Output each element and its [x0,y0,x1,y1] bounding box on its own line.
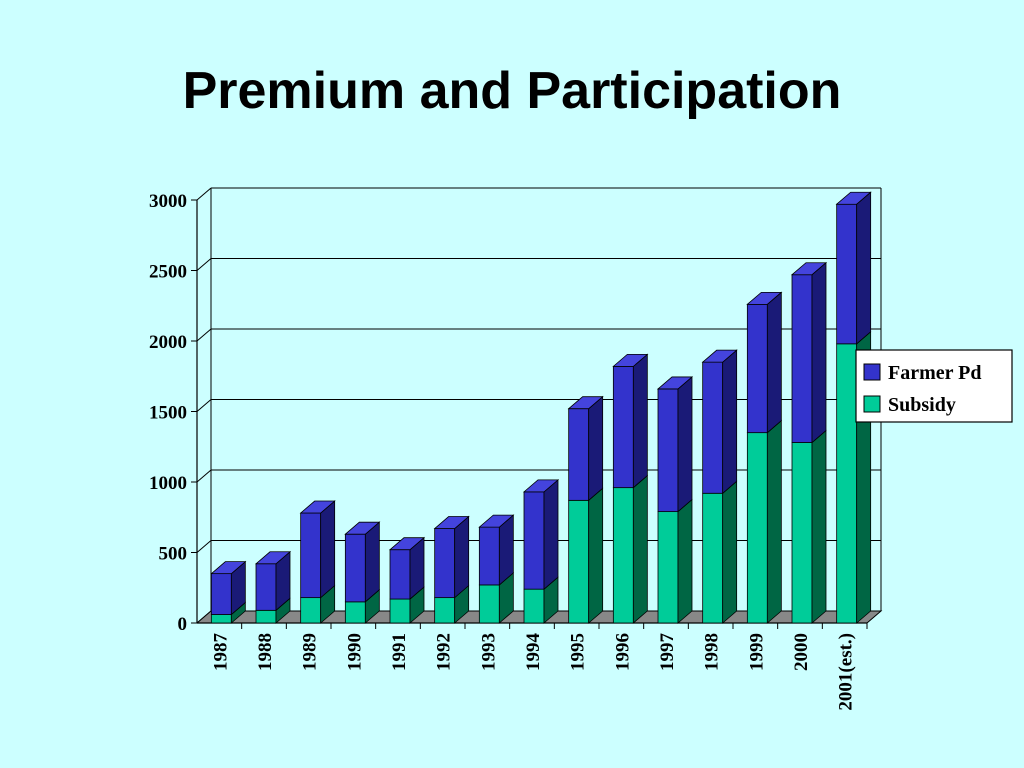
bar-side-subsidy [766,419,782,624]
bar-subsidy [568,499,590,624]
bar-side-subsidy [677,498,693,624]
legend-label: Subsidy [888,394,956,416]
x-tick-label: 1990 [344,633,365,671]
bar-side-subsidy [811,429,827,624]
x-tick-label: 1988 [255,633,276,671]
bar-subsidy [478,584,500,624]
bar-subsidy [746,432,768,624]
x-tick-label: 2001(est.) [836,633,857,711]
bar-top-farmer-pd [522,479,560,493]
bar-farmer-pd [746,303,768,434]
bar-subsidy [210,614,232,624]
gridline-depth [196,540,212,553]
bar-subsidy [702,492,724,624]
bar-top-farmer-pd [656,376,694,390]
x-tick-label: 1996 [612,633,633,671]
bar-side-farmer-pd [677,376,693,513]
bar-top-farmer-pd [790,262,828,276]
bar-farmer-pd [210,573,232,615]
legend-box [855,349,1013,423]
bar-subsidy [523,588,545,624]
y-tick-label: 2000 [149,332,187,353]
y-tick-label: 0 [178,614,188,635]
legend-swatch [863,395,881,413]
bar-farmer-pd [702,361,724,494]
bar-top-farmer-pd [478,514,515,528]
gridline-depth [196,399,212,412]
x-tick-label: 1994 [523,633,544,672]
bar-farmer-pd [612,365,634,489]
bar-side-farmer-pd [320,500,336,599]
bar-subsidy [836,343,858,624]
bar-top-farmer-pd [835,191,872,205]
bar-farmer-pd [657,388,679,513]
bar-top-farmer-pd [701,349,738,363]
x-tick-label: 1998 [702,633,723,671]
bar-side-farmer-pd [632,353,648,489]
bar-farmer-pd [568,408,590,501]
bar-subsidy [791,442,813,624]
x-tick-label: 1987 [210,633,231,672]
bar-side-subsidy [722,480,738,624]
y-tick-label: 500 [159,544,188,565]
bar-top-farmer-pd [746,291,783,305]
x-tick-label: 1993 [478,633,499,671]
bar-top-farmer-pd [254,551,292,565]
chart-title: Premium and Participation [182,62,842,120]
bar-top-farmer-pd [299,500,336,514]
bar-farmer-pd [791,274,813,443]
y-tick-label: 2500 [149,262,187,283]
bar-farmer-pd [478,526,500,586]
legend-label: Farmer Pd [888,362,982,384]
bar-subsidy [255,609,277,624]
bar-side-farmer-pd [543,479,559,591]
x-tick-label: 1997 [657,633,678,672]
bar-side-farmer-pd [722,349,738,495]
y-tick-label: 1000 [149,473,187,494]
bar-farmer-pd [434,528,456,599]
bar-farmer-pd [523,491,545,590]
bar-subsidy [344,601,366,624]
x-tick-label: 1992 [434,633,455,671]
gridline-depth [196,328,212,342]
bar-top-farmer-pd [388,537,426,551]
bar-subsidy [434,597,456,624]
bar-subsidy [657,511,679,624]
x-tick-label: 1991 [389,633,410,671]
gridline-depth [196,187,212,201]
bar-side-farmer-pd [364,521,380,603]
bar-subsidy [300,597,322,624]
bar-top-farmer-pd [210,561,247,575]
gridline-depth [196,258,212,271]
bar-top-farmer-pd [344,521,381,535]
bar-top-farmer-pd [612,353,649,367]
bar-side-farmer-pd [811,261,827,444]
y-tick-label: 3000 [149,191,187,212]
x-tick-label: 1995 [568,633,589,671]
y-tick-label: 1500 [149,403,187,424]
bar-farmer-pd [255,563,277,611]
x-tick-label: 2000 [791,633,812,671]
bar-top-farmer-pd [433,516,470,529]
bar-subsidy [389,598,411,624]
bar-side-subsidy [632,474,648,624]
bar-side-farmer-pd [454,515,470,599]
bar-side-farmer-pd [588,395,604,502]
x-tick-label: 1989 [300,633,321,671]
bar-farmer-pd [389,549,411,600]
bar-side-farmer-pd [856,191,872,345]
bar-farmer-pd [344,533,366,603]
x-tick-label: 1999 [746,633,767,671]
gridline-depth [196,469,212,483]
bar-side-farmer-pd [766,291,782,434]
legend-swatch [863,363,881,381]
bar-subsidy [612,487,634,624]
bar-top-farmer-pd [567,396,604,410]
bar-farmer-pd [836,203,858,345]
bar-side-subsidy [588,487,604,624]
bar-farmer-pd [300,512,322,599]
